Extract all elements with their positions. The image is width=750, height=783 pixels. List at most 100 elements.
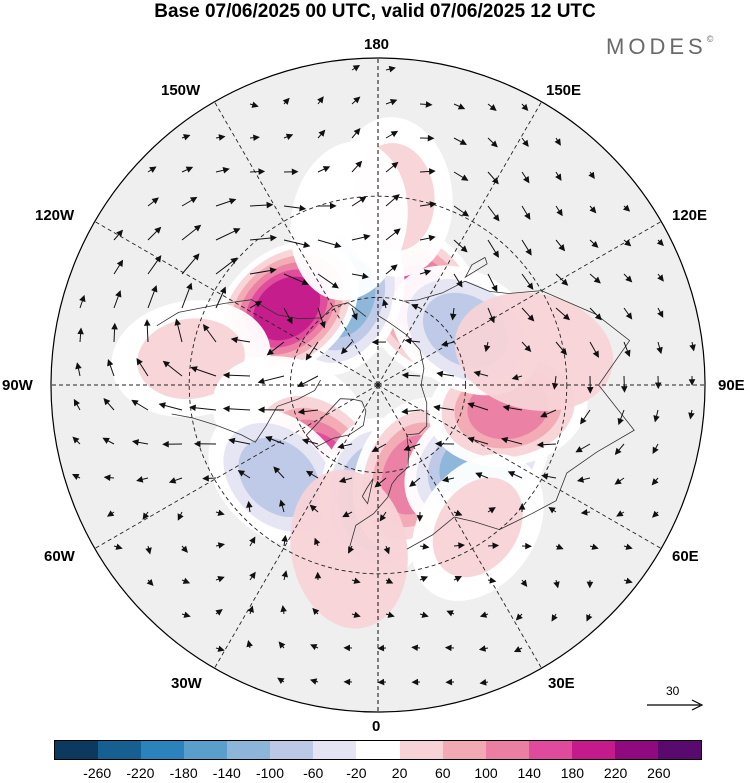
lon-label-90e: 90E <box>718 377 745 394</box>
latitude-circle <box>188 195 568 575</box>
wind-arrow <box>479 679 489 686</box>
wind-arrow <box>521 171 530 184</box>
wind-arrow <box>434 440 455 448</box>
wind-arrow <box>266 341 285 356</box>
wind-arrow <box>222 405 251 413</box>
colorbar-tick-label: -100 <box>255 765 285 781</box>
wind-arrow <box>317 129 326 139</box>
wind-arrow <box>215 509 225 516</box>
wind-arrow <box>419 269 432 276</box>
wind-arrow <box>273 466 285 479</box>
wind-arrow <box>575 443 591 453</box>
wind-arrow <box>351 233 371 241</box>
wind-arrow <box>385 194 400 207</box>
wind-arrow <box>247 605 254 615</box>
wind-arrow <box>230 336 251 344</box>
wind-arrow <box>453 137 467 145</box>
wind-arrow <box>403 443 421 451</box>
wind-arrow <box>145 545 152 555</box>
wind-arrow <box>551 375 559 390</box>
wind-arrow <box>72 436 81 445</box>
colorbar-swatch <box>270 741 314 759</box>
wind-arrow <box>453 273 463 288</box>
wind-arrow <box>385 264 398 275</box>
wind-arrow <box>158 402 183 411</box>
wind-arrow <box>521 103 529 112</box>
wind-arrow <box>215 134 226 141</box>
wind-arrow <box>502 404 523 412</box>
wind-arrow <box>411 678 421 686</box>
wind-arrow <box>548 506 557 514</box>
wind-arrow <box>317 202 337 210</box>
wind-arrow <box>487 205 500 222</box>
wind-arrow <box>467 402 489 411</box>
lon-label-120e: 120E <box>672 207 708 224</box>
colorbar-swatch <box>571 741 615 759</box>
colorbar-swatch <box>184 741 228 759</box>
wind-arrow <box>337 442 353 450</box>
wind-arrow <box>280 605 287 615</box>
wind-arrow <box>507 471 523 479</box>
wind-arrow <box>310 644 319 651</box>
wind-arrow <box>301 438 319 445</box>
coastline-segment <box>305 398 367 448</box>
wind-arrow <box>580 409 591 425</box>
lon-label-90w: 90W <box>2 377 33 394</box>
wind-arrow <box>314 571 322 581</box>
wind-arrow <box>222 371 251 379</box>
wind-arrow <box>371 338 387 346</box>
wind-arrow <box>379 511 387 522</box>
wind-arrow <box>441 340 455 347</box>
lon-label-120w: 120W <box>35 207 75 224</box>
wind-arrow <box>521 542 532 550</box>
wind-arrow <box>487 239 499 258</box>
wind-arrow <box>588 171 595 180</box>
wind-arrow <box>623 341 631 358</box>
map-border <box>50 57 706 713</box>
colorbar-swatch <box>227 741 271 759</box>
wind-arrow <box>623 577 633 584</box>
wind-arrow <box>202 474 217 482</box>
wind-arrow <box>385 161 399 173</box>
wind-arrow <box>411 303 421 311</box>
lon-label-60e: 60E <box>672 548 699 565</box>
wind-arrow <box>283 204 307 212</box>
wind-arrow <box>688 409 695 420</box>
wind-arrow <box>586 375 594 394</box>
wind-arrow <box>416 511 424 522</box>
colorbar-swatch <box>356 741 400 759</box>
wind-arrow <box>181 577 191 584</box>
wind-arrow <box>246 500 253 513</box>
wind-arrow <box>181 611 191 618</box>
wind-arrow <box>511 373 523 381</box>
wind-arrow <box>623 239 632 247</box>
wind-arrow <box>453 103 466 110</box>
wind-arrow <box>215 542 225 549</box>
wind-arrow <box>278 641 286 649</box>
wind-arrow <box>623 307 633 320</box>
wind-arrow <box>479 611 489 618</box>
wind-arrow <box>103 474 115 481</box>
wind-arrow <box>168 477 183 484</box>
wind-arrow <box>249 571 256 581</box>
wind-arrow <box>351 577 361 584</box>
wind-arrow <box>71 474 81 480</box>
wind-arrow <box>483 341 491 353</box>
wind-arrow <box>419 543 430 550</box>
wind-arrow <box>444 644 455 652</box>
wind-arrow <box>147 166 157 173</box>
anomaly-blob <box>411 453 544 601</box>
wind-arrow <box>77 327 84 343</box>
wind-arrow <box>181 224 202 241</box>
wind-arrow <box>555 273 569 286</box>
wind-arrow <box>228 437 251 445</box>
wind-arrow <box>297 375 319 387</box>
wind-arrow <box>654 375 662 390</box>
wind-arrow <box>688 375 696 386</box>
wind-arrow <box>75 362 82 377</box>
wind-arrow <box>215 286 227 309</box>
wind-arrow <box>181 134 191 141</box>
wind-arrow <box>351 65 361 72</box>
wind-arrow <box>249 267 277 275</box>
wind-arrow <box>282 97 290 105</box>
